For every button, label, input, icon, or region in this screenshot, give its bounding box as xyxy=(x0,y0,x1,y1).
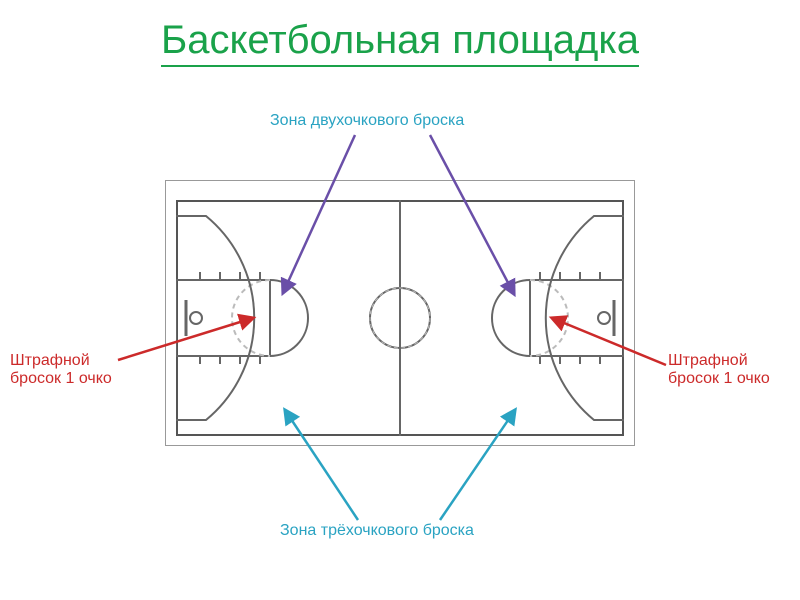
label-free-throw-left: Штрафной бросок 1 очко xyxy=(10,352,112,388)
label-free-throw-right-line1: Штрафной xyxy=(668,352,748,369)
label-three-point-zone: Зона трёхочкового броска xyxy=(280,522,474,540)
label-free-throw-left-line2: бросок 1 очко xyxy=(10,370,112,387)
label-two-point-zone: Зона двухочкового броска xyxy=(270,112,464,130)
label-free-throw-left-line1: Штрафной xyxy=(10,352,90,369)
court-diagram xyxy=(176,200,624,436)
label-free-throw-right-line2: бросок 1 очко xyxy=(668,370,770,387)
page-title-wrap: Баскетбольная площадка xyxy=(0,0,800,67)
page-title: Баскетбольная площадка xyxy=(161,18,639,67)
label-free-throw-right: Штрафной бросок 1 очко xyxy=(668,352,770,388)
